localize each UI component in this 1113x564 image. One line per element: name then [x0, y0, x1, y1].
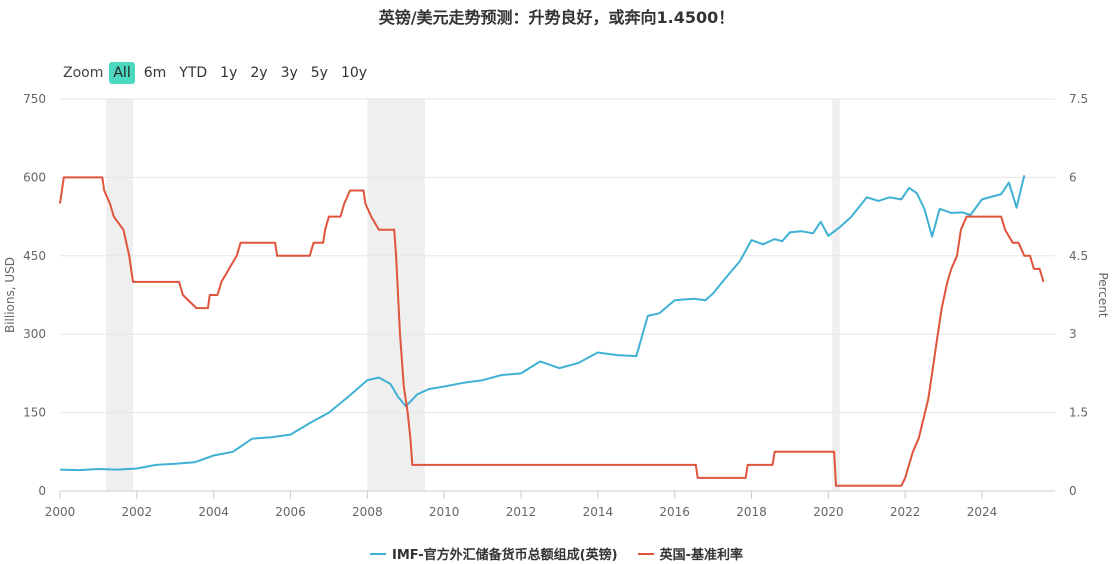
- x-tick-label: 2020: [813, 505, 844, 519]
- x-tick-label: 2000: [45, 505, 76, 519]
- y-right-tick-label: 0: [1069, 484, 1077, 498]
- x-tick-label: 2022: [890, 505, 921, 519]
- recession-bands: [106, 99, 840, 491]
- legend-label-reserves: IMF-官方外汇储备货币总额组成(英镑): [392, 548, 618, 563]
- zoom-all-button[interactable]: All: [109, 62, 135, 84]
- zoom-3y-button[interactable]: 3y: [280, 65, 298, 81]
- chart-title: 英镑/美元走势预测：升势良好，或奔向1.4500！: [378, 8, 735, 27]
- legend-item-rate[interactable]: 英国-基准利率: [637, 544, 743, 563]
- x-tick-label: 2010: [429, 505, 460, 519]
- y-right-tick-label: 6: [1069, 170, 1077, 184]
- y-left-tick-label: 150: [23, 406, 46, 420]
- zoom-bar: Zoom All 6m YTD 1y 2y 3y 5y 10y: [63, 60, 376, 86]
- chart-canvas[interactable]: Billions, USD Percent 0 0 150 1.5 300 3 450 4.5…: [0, 0, 1113, 540]
- x-tick-label: 2012: [506, 505, 537, 519]
- legend-item-reserves[interactable]: IMF-官方外汇储备货币总额组成(英镑): [370, 544, 618, 563]
- y-right-tick-label: 1.5: [1069, 406, 1088, 420]
- y-left-tick-label: 0: [38, 484, 46, 498]
- y-left-tick-label: 300: [23, 327, 46, 341]
- legend-swatch-reserves: [370, 552, 387, 555]
- legend: IMF-官方外汇储备货币总额组成(英镑) 英国-基准利率: [0, 544, 1113, 563]
- x-tick-label: 2008: [352, 505, 383, 519]
- x-tick-label: 2024: [967, 505, 998, 519]
- series-line-rate: [59, 176, 1045, 487]
- y-right-tick-label: 4.5: [1069, 249, 1088, 263]
- axes: Billions, USD Percent 0 0 150 1.5 300 3 450 4.5…: [3, 92, 1110, 519]
- series-lines: [59, 175, 1045, 487]
- zoom-6m-button[interactable]: 6m: [143, 65, 167, 81]
- recession-band-0: [106, 99, 133, 491]
- x-tick-label: 2006: [275, 505, 306, 519]
- recession-band-1: [367, 99, 425, 491]
- zoom-2y-button[interactable]: 2y: [250, 65, 268, 81]
- zoom-ytd-button[interactable]: YTD: [179, 65, 208, 81]
- x-tick-label: 2002: [122, 505, 153, 519]
- legend-label-rate: 英国-基准利率: [659, 548, 743, 563]
- series-line-reserves: [59, 175, 1026, 472]
- y-right-tick-label: 3: [1069, 327, 1077, 341]
- zoom-label: Zoom: [63, 65, 104, 81]
- recession-band-2: [832, 99, 840, 491]
- y-left-tick-label: 450: [23, 249, 46, 263]
- legend-swatch-rate: [637, 552, 654, 555]
- x-tick-label: 2004: [198, 505, 229, 519]
- y-right-axis-title: Percent: [1096, 272, 1110, 317]
- x-tick-label: 2014: [583, 505, 614, 519]
- x-tick-label: 2018: [736, 505, 767, 519]
- y-left-tick-label: 600: [23, 170, 46, 184]
- zoom-1y-button[interactable]: 1y: [220, 65, 238, 81]
- y-left-axis-title: Billions, USD: [3, 257, 17, 333]
- y-left-tick-label: 750: [23, 92, 46, 106]
- y-right-tick-label: 7.5: [1069, 92, 1088, 106]
- zoom-10y-button[interactable]: 10y: [340, 65, 368, 81]
- zoom-5y-button[interactable]: 5y: [310, 65, 328, 81]
- x-tick-label: 2016: [659, 505, 690, 519]
